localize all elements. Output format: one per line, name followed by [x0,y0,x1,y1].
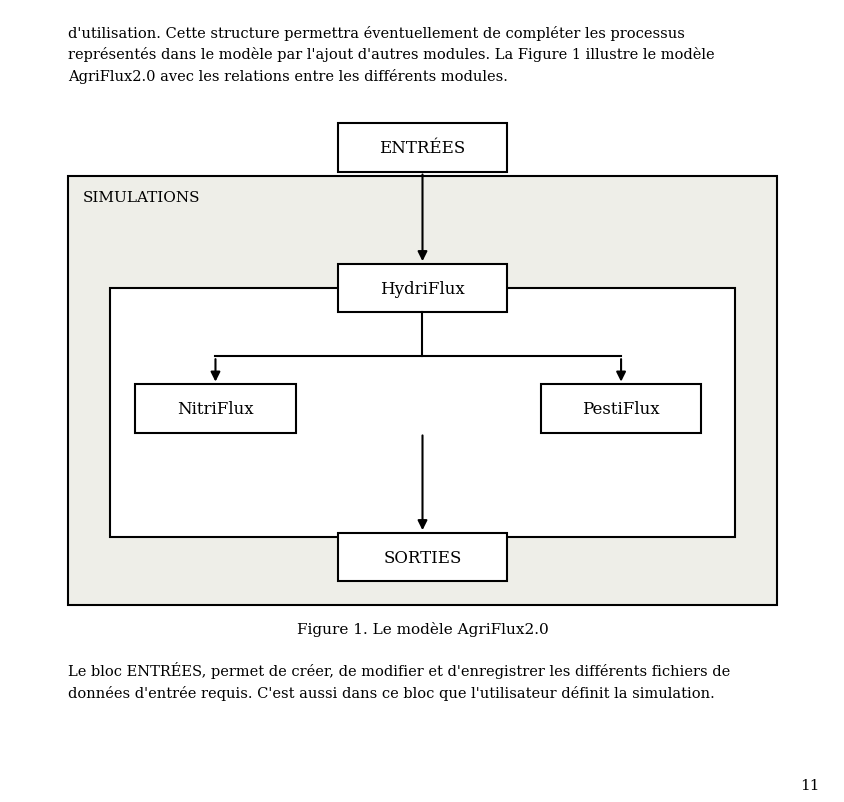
Text: SIMULATIONS: SIMULATIONS [83,191,200,205]
Bar [68,176,776,606]
Bar [135,385,295,433]
Text: Le bloc ENTRÉES, permet de créer, de modifier et d'enregistrer les différents fi: Le bloc ENTRÉES, permet de créer, de mod… [68,662,729,700]
Text: Figure 1. Le modèle AgriFlux2.0: Figure 1. Le modèle AgriFlux2.0 [296,621,548,636]
Bar [338,533,506,581]
Text: PestiFlux: PestiFlux [582,400,659,418]
Bar [338,124,506,172]
Text: NitriFlux: NitriFlux [177,400,253,418]
Bar [110,289,734,537]
Text: HydriFlux: HydriFlux [380,280,464,298]
Text: d'utilisation. Cette structure permettra éventuellement de compléter les process: d'utilisation. Cette structure permettra… [68,26,713,83]
Text: SORTIES: SORTIES [383,549,461,566]
Bar [338,265,506,313]
Text: ENTRÉES: ENTRÉES [379,140,465,157]
Text: 11: 11 [799,779,819,792]
Bar [540,385,701,433]
